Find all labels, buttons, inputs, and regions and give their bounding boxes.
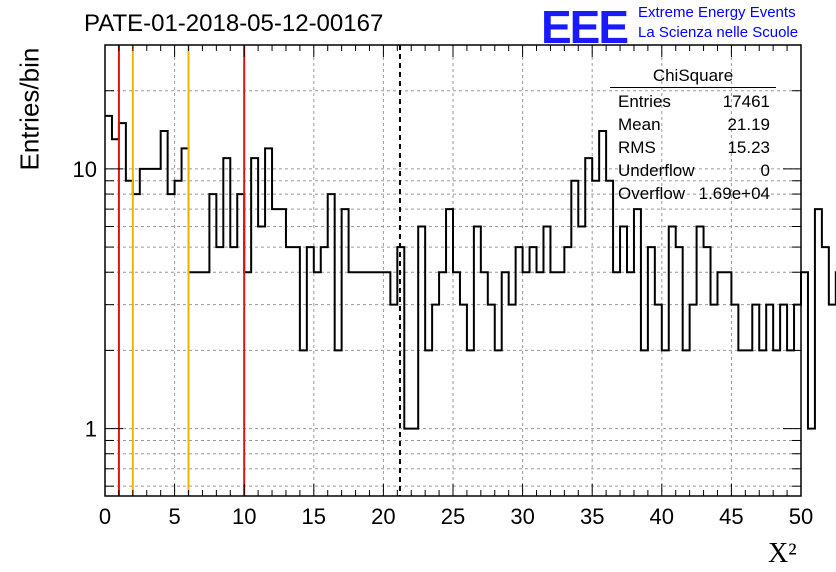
stats-value: 1.69e+04 — [698, 184, 770, 203]
stats-key: Mean — [618, 115, 661, 134]
stats-key: Entries — [618, 92, 671, 111]
brand-line-2: La Scienza nelle Scuole — [638, 24, 799, 41]
stats-box: ChiSquare Entries 17461 Mean 21.19 RMS 15.2… — [610, 66, 776, 205]
stats-key: RMS — [618, 138, 656, 157]
histogram-line — [105, 114, 836, 430]
x-tick-label: 25 — [441, 504, 465, 529]
y-tick-label: 1 — [85, 417, 97, 442]
chart-title: PATE-01-2018-05-12-00167 — [84, 10, 384, 37]
x-tick-label: 45 — [719, 504, 743, 529]
brand-line-1: Extreme Energy Events — [638, 4, 796, 21]
stats-row: Underflow 0 — [610, 159, 776, 182]
x-tick-label: 40 — [650, 504, 674, 529]
marker-lines — [117, 45, 401, 496]
stats-value: 15.23 — [727, 138, 770, 157]
x-tick-label: 15 — [302, 504, 326, 529]
axis-ticks: 0 5 10 15 20 25 30 35 40 45 50 1 10 — [73, 45, 813, 529]
x-tick-label: 20 — [371, 504, 395, 529]
x-tick-label: 50 — [789, 504, 813, 529]
eee-logo: EEE — [541, 1, 629, 53]
stats-value: 17461 — [722, 92, 770, 111]
x-tick-label: 30 — [510, 504, 534, 529]
y-tick-label: 10 — [73, 157, 97, 182]
stats-row: Mean 21.19 — [610, 113, 776, 136]
stats-key: Overflow — [618, 184, 686, 203]
stats-row: Overflow 1.69e+04 — [610, 182, 776, 205]
y-axis-label: Entries/bin — [14, 47, 45, 171]
histogram-series — [105, 114, 836, 430]
stats-key: Underflow — [618, 161, 695, 180]
stats-row: Entries 17461 — [610, 90, 776, 113]
x-tick-label: 10 — [232, 504, 256, 529]
x-tick-label: 0 — [99, 504, 111, 529]
x-tick-label: 5 — [168, 504, 180, 529]
stats-value: 0 — [760, 161, 770, 180]
x-tick-label: 35 — [580, 504, 604, 529]
stats-title: ChiSquare — [610, 66, 776, 88]
stats-row: RMS 15.23 — [610, 136, 776, 159]
x-axis-label: X² — [768, 538, 797, 569]
stats-value: 21.19 — [727, 115, 770, 134]
